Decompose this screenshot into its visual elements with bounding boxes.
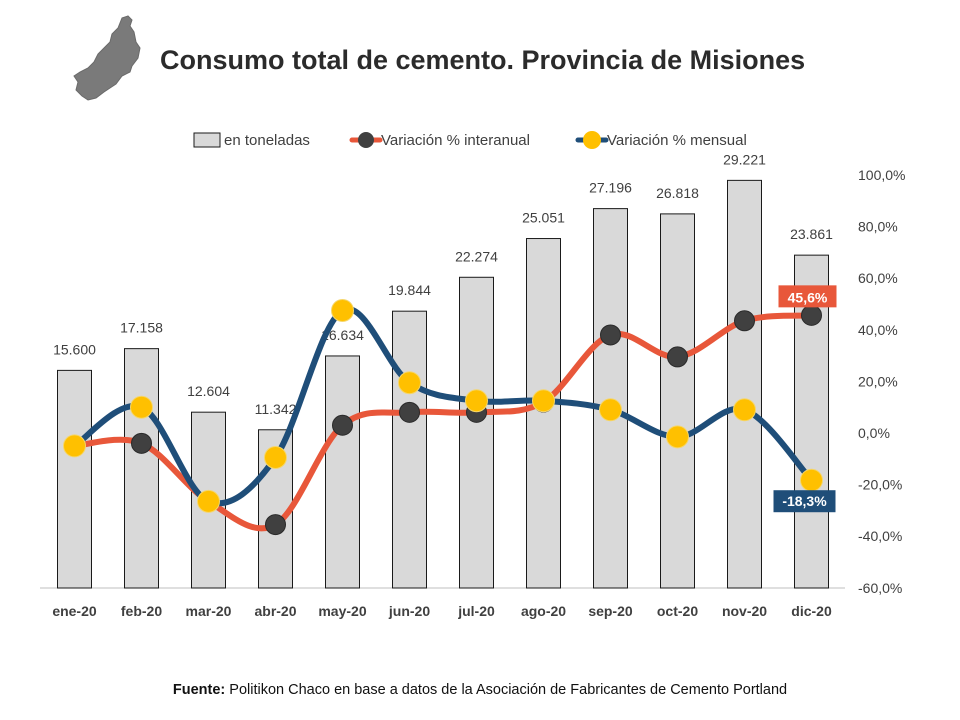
- bar: [459, 276, 494, 589]
- y2-tick-label: -40,0%: [858, 528, 902, 544]
- bar-value-label: 11.342: [255, 401, 297, 417]
- source-note: Fuente: Politikon Chaco en base a datos …: [0, 682, 960, 698]
- mensual-end-label-bg: [773, 490, 836, 513]
- mensual-point: [532, 389, 555, 413]
- mensual-point: [398, 371, 421, 395]
- y2-tick-label: 100,0%: [858, 167, 905, 183]
- bar-value-label: 25.051: [522, 210, 565, 226]
- x-tick-label: abr-20: [254, 603, 296, 619]
- bar: [124, 348, 159, 589]
- mensual-end-label: -18,3%: [782, 493, 827, 509]
- interanual-line: [71, 312, 815, 532]
- legend-label-interanual: Variación % interanual: [381, 132, 530, 149]
- bar-value-label: 15.600: [53, 341, 96, 357]
- interanual-point: [667, 346, 688, 368]
- interanual-point: [131, 432, 152, 454]
- interanual-point: [399, 401, 420, 423]
- interanual-end-label-bg: [778, 285, 837, 308]
- x-tick-label: jul-20: [457, 603, 495, 619]
- y2-tick-label: 60,0%: [858, 270, 898, 286]
- bar-value-label: 26.818: [656, 185, 699, 201]
- source-label: Fuente:: [172, 682, 226, 698]
- bar-value-label: 17.158: [120, 320, 163, 336]
- y2-tick-label: -60,0%: [858, 580, 902, 596]
- y2-axis-ticks: 100,0% 80,0% 60,0% 40,0% 20,0% 0,0% -20,0% -40,…: [858, 167, 905, 596]
- mensual-point: [666, 425, 689, 449]
- interanual-point: [600, 324, 621, 346]
- y2-tick-label: -20,0%: [858, 477, 902, 493]
- bar: [727, 179, 762, 589]
- interanual-point: [801, 304, 822, 326]
- mensual-point: [465, 389, 488, 413]
- bar: [526, 238, 561, 589]
- interanual-end-label: 45,6%: [788, 289, 828, 305]
- mensual-point: [331, 298, 354, 322]
- x-tick-label: sep-20: [588, 603, 633, 619]
- interanual-point: [265, 514, 286, 536]
- mensual-point: [264, 446, 287, 470]
- bar-series: [57, 179, 829, 589]
- bar-value-label: 23.861: [790, 226, 833, 242]
- bar-value-label: 22.274: [455, 248, 498, 264]
- y2-tick-label: 0,0%: [858, 425, 890, 441]
- interanual-point: [332, 414, 353, 436]
- mensual-point: [130, 395, 153, 419]
- legend-marker-mensual: [583, 131, 601, 149]
- y2-tick-label: 20,0%: [858, 373, 898, 389]
- chart-title: Consumo total de cemento. Provincia de M…: [160, 45, 806, 75]
- y2-tick-label: 40,0%: [858, 322, 898, 338]
- misiones-map-icon: [73, 15, 141, 101]
- x-tick-label: mar-20: [186, 603, 232, 619]
- y2-tick-label: 80,0%: [858, 219, 898, 235]
- mensual-point: [599, 398, 622, 422]
- bar: [325, 355, 360, 589]
- mensual-point: [800, 468, 823, 492]
- mensual-point: [63, 434, 86, 458]
- bar-value-label: 16.634: [321, 327, 364, 343]
- interanual-point: [734, 310, 755, 332]
- end-labels: 45,6% -18,3%: [773, 285, 837, 513]
- x-tick-label: oct-20: [657, 603, 698, 619]
- x-tick-label: feb-20: [121, 603, 162, 619]
- bar-value-label: 27.196: [589, 180, 632, 196]
- legend-marker-interanual: [358, 132, 374, 148]
- legend-swatch-bars: [193, 132, 221, 148]
- legend-label-bars: en toneladas: [224, 132, 310, 149]
- mensual-point: [197, 489, 220, 513]
- x-tick-label: ene-20: [52, 603, 97, 619]
- bar: [794, 254, 829, 589]
- bar-value-labels: 15.600 17.158 12.604 11.342 16.634 19.844 22.2…: [53, 151, 833, 416]
- x-tick-label: nov-20: [722, 603, 767, 619]
- mensual-point: [733, 398, 756, 422]
- line-series: [63, 298, 823, 536]
- bar: [660, 213, 695, 589]
- x-tick-label: jun-20: [388, 603, 430, 619]
- bar-value-label: 12.604: [187, 383, 230, 399]
- bar-value-label: 29.221: [723, 151, 766, 167]
- bar: [392, 310, 427, 589]
- x-tick-label: may-20: [318, 603, 366, 619]
- x-tick-label: ago-20: [521, 603, 566, 619]
- mensual-line: [71, 306, 815, 507]
- source-text: Politikon Chaco en base a datos de la As…: [229, 682, 788, 698]
- bar-value-label: 19.844: [388, 282, 431, 298]
- legend-label-mensual: Variación % mensual: [607, 132, 747, 149]
- x-tick-label: dic-20: [791, 603, 832, 619]
- legend: en toneladas Variación % interanual Variac…: [193, 131, 747, 149]
- x-axis-ticks: ene-20 feb-20 mar-20 abr-20 may-20 jun-20 jul-…: [52, 603, 832, 619]
- header: Consumo total de cemento. Provincia de M…: [0, 0, 960, 120]
- bar: [57, 369, 92, 589]
